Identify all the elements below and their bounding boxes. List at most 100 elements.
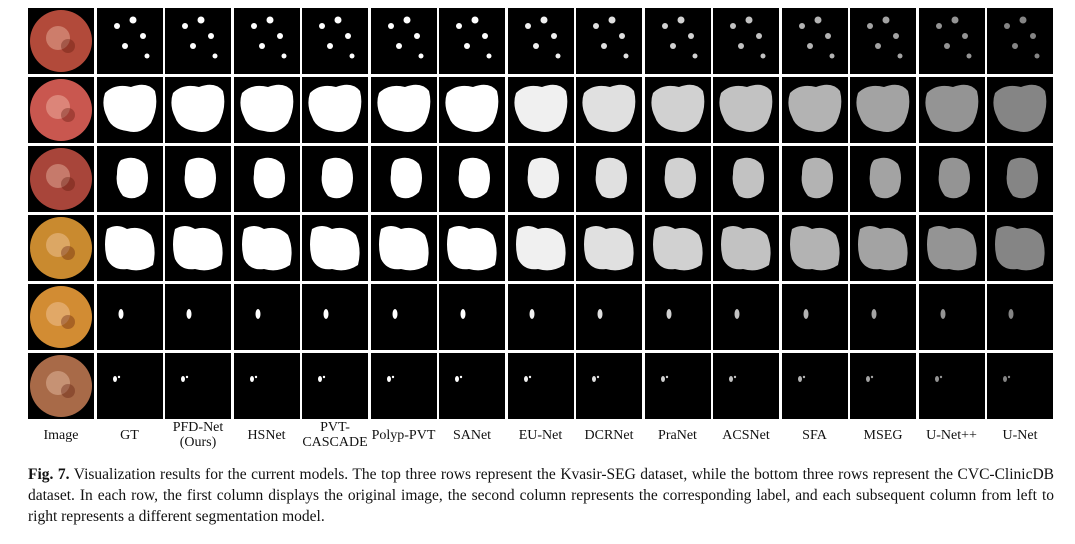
mask-cell [781,146,848,212]
segmentation-mask [102,84,156,132]
segmentation-mask [173,226,223,271]
mask-cell [302,215,368,281]
segmentation-mask [1008,309,1014,319]
segmentation-mask [308,84,362,132]
segmentation-mask [856,84,910,132]
segmentation-mask [995,226,1045,271]
segmentation-mask [460,309,466,319]
segmentation-mask [940,309,945,319]
segmentation-mask [113,16,149,59]
mask-cell [439,8,505,74]
segmentation-mask [803,309,808,319]
segmentation-mask [789,226,840,271]
mask-cell [96,146,163,212]
mask-cell [439,215,505,281]
mask-cell [576,146,642,212]
mask-cell [439,353,505,419]
segmentation-mask [310,226,360,271]
mask-cell [302,77,368,143]
mask-cell [302,353,368,419]
mask-cell [576,8,642,74]
mask-cell [781,8,848,74]
mask-cell [576,284,642,350]
segmentation-mask [458,157,490,199]
mask-cell [233,215,300,281]
source-image [28,284,94,350]
mask-cell [781,215,848,281]
mask-cell [644,284,711,350]
mask-cell [850,284,916,350]
segmentation-mask [239,84,293,132]
segmentation-mask [719,84,773,132]
column-label: SFA [802,428,827,443]
segmentation-mask [524,16,560,59]
mask-cell [644,77,711,143]
mask-cell [233,284,300,350]
segmentation-mask [661,16,697,59]
mask-cell [165,353,231,419]
mask-cell [165,77,231,143]
segmentation-mask [866,375,874,382]
segmentation-mask [392,309,397,319]
segmentation-mask [597,309,603,319]
mask-cell [850,353,916,419]
segmentation-mask [801,157,833,199]
mask-cell [918,77,985,143]
column-label: Polyp-PVT [371,428,436,443]
column-label: PraNet [658,428,697,443]
mask-cell [713,284,779,350]
segmentation-mask [323,309,329,319]
segmentation-mask [112,375,120,382]
column-label: U-Net++ [926,428,977,443]
mask-cell [713,77,779,143]
mask-cell [439,284,505,350]
mask-cell [987,215,1053,281]
segmentation-mask [1006,157,1038,199]
mask-cell [918,8,985,74]
segmentation-mask [116,157,148,199]
mask-cell [644,146,711,212]
mask-cell [987,8,1053,74]
mask-cell [96,284,163,350]
endoscopy-image [28,8,94,74]
segmentation-mask [787,84,841,132]
segmentation-mask [595,157,627,199]
segmentation-mask [732,157,764,199]
mask-cell [850,215,916,281]
source-image [28,353,94,419]
mask-cell [370,77,437,143]
segmentation-mask [664,157,696,199]
caption-text: Visualization results for the current mo… [28,466,1055,525]
segmentation-mask [527,157,559,199]
mask-cell [576,77,642,143]
segmentation-mask [797,375,805,382]
segmentation-mask [104,226,155,271]
segmentation-mask [935,16,971,59]
mask-cell [370,8,437,74]
mask-cell [96,77,163,143]
segmentation-mask [1004,16,1040,59]
mask-cell [507,146,574,212]
column-label: ACSNet [722,428,770,443]
segmentation-mask [938,157,970,199]
segmentation-mask [376,84,430,132]
segmentation-mask [241,226,292,271]
segmentation-mask [871,309,877,319]
segmentation-mask [253,157,285,199]
mask-cell [370,146,437,212]
segmentation-mask [924,84,978,132]
segmentation-mask [729,375,737,382]
segmentation-mask [118,309,123,319]
column-label: U-Net [1002,428,1038,443]
segmentation-mask [721,226,771,271]
mask-cell [644,8,711,74]
mask-cell [713,215,779,281]
segmentation-mask [390,157,422,199]
segmentation-mask [255,309,260,319]
column-label: MSEG [863,428,903,443]
mask-cell [439,146,505,212]
segmentation-mask [184,157,216,199]
mask-cell [302,284,368,350]
segmentation-mask [513,84,567,132]
segmentation-mask [447,226,497,271]
